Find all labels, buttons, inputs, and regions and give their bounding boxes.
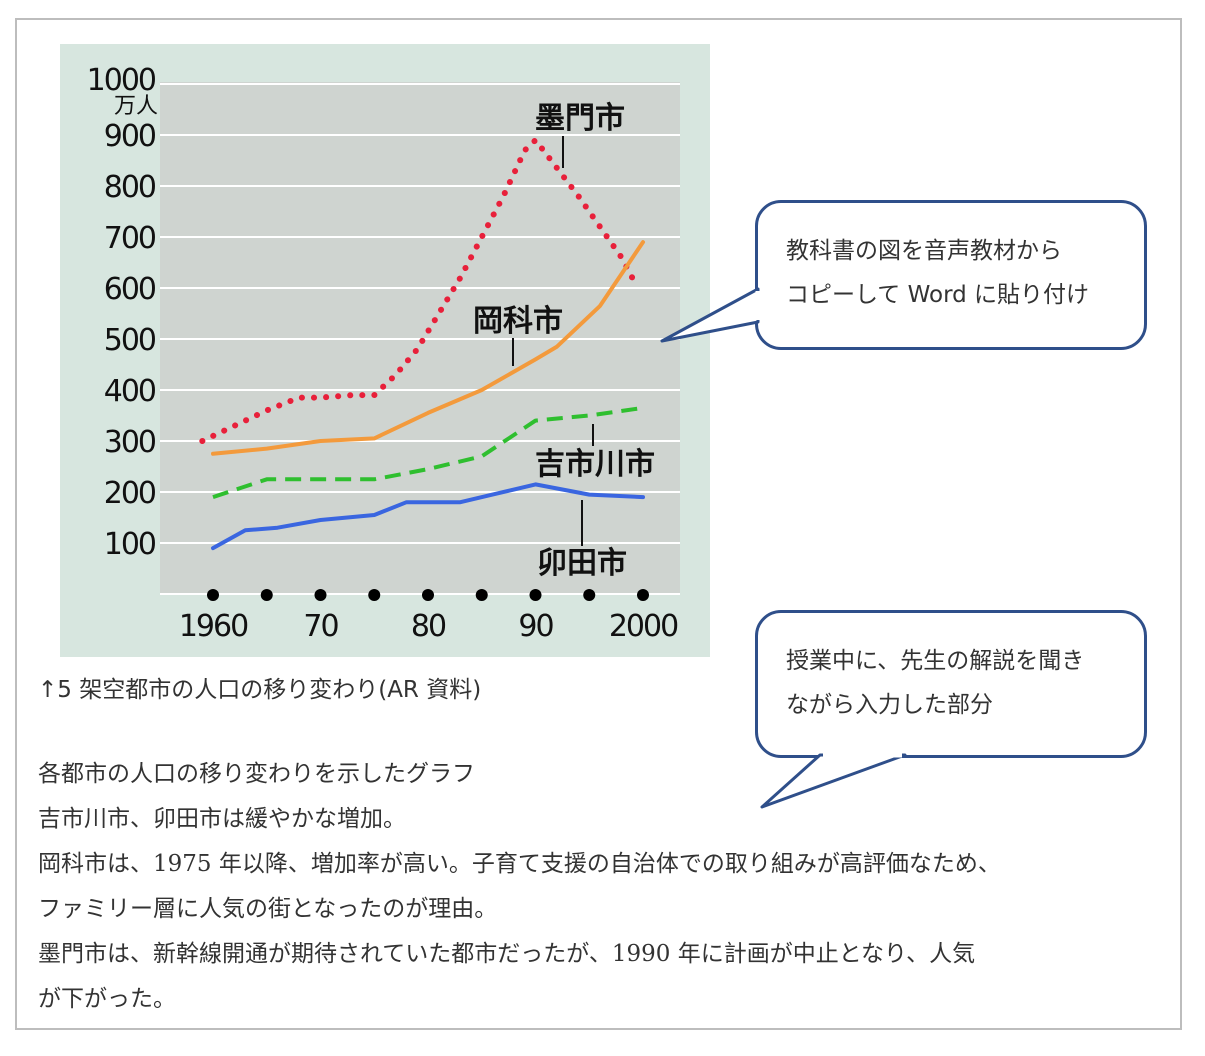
y-tick-label: 1000 xyxy=(87,63,156,98)
note-line: 各都市の人口の移り変わりを示したグラフ xyxy=(38,761,475,787)
note-line: 墨門市は、新幹線開通が期待されていた都市だったが、1990 年に計画が中止となり… xyxy=(38,941,976,967)
y-tick-label: 700 xyxy=(104,221,156,256)
series-label-uda: 卯田市 xyxy=(537,546,627,581)
x-axis-dot xyxy=(529,589,542,601)
x-tick-label: 2000 xyxy=(609,609,678,644)
x-axis-dots xyxy=(207,589,649,601)
note-line: 吉市川市、卯田市は緩やかな増加。 xyxy=(38,806,406,832)
y-tick-label: 100 xyxy=(104,527,156,562)
y-tick-label: 400 xyxy=(104,374,156,409)
x-axis-dot xyxy=(583,589,596,601)
x-axis-dot xyxy=(475,589,488,601)
x-axis-dot xyxy=(207,589,219,601)
callout-bubble-top: 教科書の図を音声教材から コピーして Word に貼り付け xyxy=(755,200,1147,350)
callout-top-line-1: 教科書の図を音声教材から xyxy=(786,238,1062,264)
y-tick-label: 600 xyxy=(104,272,156,307)
label-leaders xyxy=(512,136,594,546)
series-line-2 xyxy=(211,240,645,456)
note-line: ファミリー層に人気の街となったのが理由。 xyxy=(38,896,498,922)
x-tick-label: 70 xyxy=(303,609,338,644)
x-axis-dot xyxy=(260,589,273,601)
y-axis-unit: 万人 xyxy=(114,94,158,119)
series-label-okashina: 岡科市 xyxy=(473,304,563,339)
y-tick-labels: 100 200 300 400 500 600 700 800 900 1000 xyxy=(87,63,158,562)
x-axis-dot xyxy=(422,589,434,601)
callout-bottom-line-2: ながら入力した部分 xyxy=(786,692,993,718)
series-line-4 xyxy=(211,482,645,551)
x-axis-dot xyxy=(637,589,649,601)
y-tick-label: 300 xyxy=(104,425,156,460)
x-tick-label: 1960 xyxy=(179,609,248,644)
callout-bottom-line-1: 授業中に、先生の解説を聞き xyxy=(786,648,1085,674)
notes-text: 各都市の人口の移り変わりを示したグラフ 吉市川市、卯田市は緩やかな増加。 岡科市… xyxy=(38,752,1138,1022)
figure-caption: ↑5 架空都市の人口の移り変わり(AR 資料) xyxy=(38,677,482,703)
x-axis-dot xyxy=(314,589,327,601)
y-tick-label: 500 xyxy=(104,323,156,358)
x-axis-dot xyxy=(368,589,381,601)
series-lines xyxy=(199,137,645,551)
note-line: 岡科市は、1975 年以降、増加率が高い。子育て支援の自治体での取り組みが高評価… xyxy=(38,851,1001,877)
series-line-1 xyxy=(199,137,636,444)
note-line: が下がった。 xyxy=(38,986,176,1012)
x-tick-labels: 1960 70 80 90 2000 xyxy=(179,609,680,644)
grid-lines xyxy=(160,83,680,595)
x-tick-label: 90 xyxy=(518,609,553,644)
callout-top-line-2: コピーして Word に貼り付け xyxy=(786,282,1090,308)
series-labels: 墨門市 岡科市 吉市川市 卯田市 xyxy=(473,101,655,581)
callout-bubble-bottom: 授業中に、先生の解説を聞き ながら入力した部分 xyxy=(755,610,1147,758)
y-tick-label: 900 xyxy=(104,119,156,154)
x-tick-label: 80 xyxy=(411,609,446,644)
series-label-bokumon: 墨門市 xyxy=(535,101,625,136)
y-tick-label: 200 xyxy=(104,476,156,511)
y-tick-label: 800 xyxy=(104,170,156,205)
series-label-kichiichikawa: 吉市川市 xyxy=(535,447,655,482)
